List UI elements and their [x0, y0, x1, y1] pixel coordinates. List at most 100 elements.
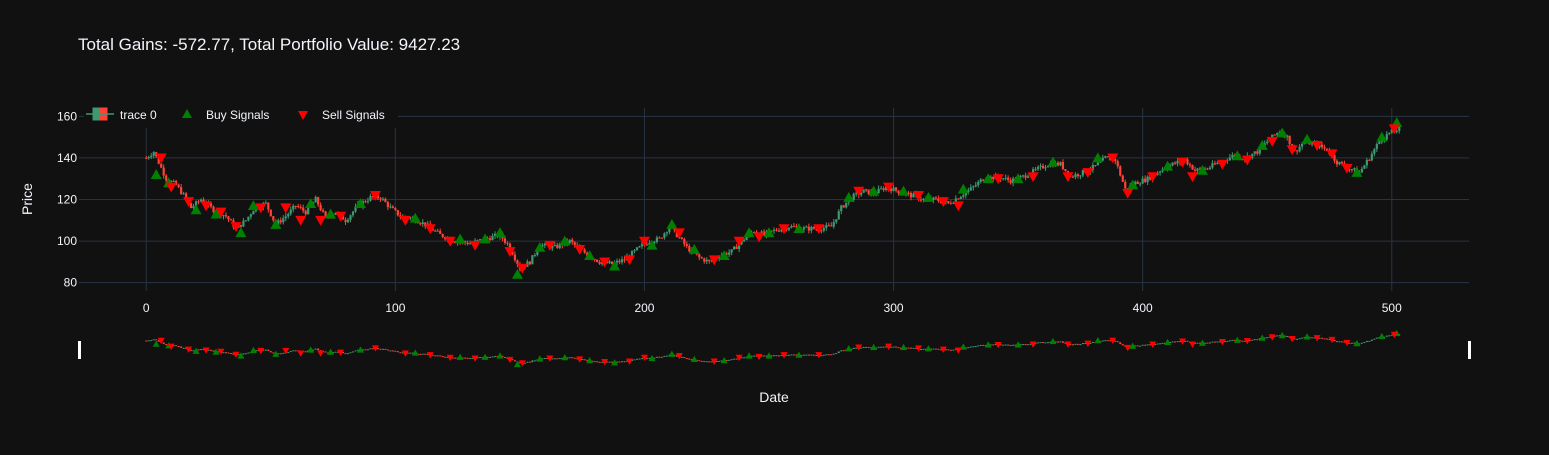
slider-sell-marker	[157, 337, 165, 344]
candle-body	[683, 238, 686, 245]
slider-candle	[409, 352, 412, 354]
candle-body	[531, 255, 534, 265]
slider-candle	[229, 353, 232, 355]
buy-signal-marker	[409, 212, 421, 223]
sell-signal-marker	[155, 153, 167, 164]
slider-candle	[1263, 337, 1266, 339]
buy-signal-marker	[454, 233, 466, 244]
range-slider-right-handle[interactable]	[1468, 341, 1471, 359]
candle-body	[992, 176, 995, 180]
candle-body	[222, 215, 225, 217]
candle-body	[658, 237, 661, 239]
candle-body	[1353, 168, 1356, 170]
candle-body	[319, 204, 322, 211]
slider-candle	[812, 354, 815, 356]
candle-body	[755, 232, 758, 234]
range-slider-left-handle[interactable]	[78, 341, 81, 359]
candle-body	[964, 192, 967, 196]
slider-candle	[200, 349, 203, 351]
sell-signal-marker	[369, 190, 381, 201]
slider-candle	[177, 345, 180, 347]
candle-body	[1139, 183, 1142, 185]
slider-candle	[1283, 335, 1286, 337]
candle-body	[1074, 174, 1077, 178]
slider-candle	[573, 357, 576, 359]
slider-candle	[571, 357, 574, 359]
slider-candle	[977, 345, 980, 347]
y-tick-label: 160	[57, 109, 77, 123]
slider-candle	[394, 350, 397, 352]
slider-candle	[703, 361, 706, 363]
slider-candle	[1044, 342, 1047, 344]
candle-body	[825, 225, 828, 228]
sell-signal-marker	[1341, 163, 1353, 174]
sell-signal-marker	[912, 190, 924, 201]
buy-signal-marker	[1162, 160, 1174, 171]
slider-candle	[513, 360, 516, 362]
candle-body	[688, 246, 691, 252]
candle-body	[287, 213, 290, 217]
candle-body	[969, 187, 972, 191]
slider-candle	[800, 355, 803, 357]
candle-body	[909, 192, 913, 198]
slider-candle	[1198, 342, 1201, 344]
slider-candle	[658, 356, 661, 358]
slider-candle	[379, 348, 382, 350]
candle-body	[735, 246, 738, 249]
candle-body	[620, 259, 624, 263]
buy-signal-marker	[982, 173, 994, 184]
slider-candle	[795, 354, 798, 356]
slider-buy-marker	[668, 350, 676, 357]
legend-label-sell[interactable]: Sell Signals	[322, 108, 385, 122]
slider-candle	[1223, 341, 1226, 343]
x-tick-label: 500	[1382, 301, 1402, 315]
candle-body	[1044, 167, 1047, 169]
slider-candle	[242, 353, 245, 355]
legend-label-trace0[interactable]: trace 0	[120, 108, 157, 122]
slider-candle	[820, 355, 823, 357]
range-slider[interactable]	[78, 329, 1471, 368]
slider-sell-marker	[954, 347, 962, 354]
slider-candle	[825, 354, 828, 356]
buy-signal-marker	[609, 260, 621, 271]
candle-body	[802, 227, 805, 230]
slider-buy-marker	[513, 360, 521, 368]
slider-candle	[1196, 342, 1199, 344]
slider-sell-marker	[546, 355, 554, 362]
slider-candle	[232, 353, 235, 355]
slider-candle	[645, 358, 648, 360]
candle-body	[1370, 153, 1373, 161]
slider-candle	[1308, 336, 1311, 338]
candle-body	[1059, 162, 1062, 166]
slider-candle	[526, 361, 529, 363]
slider-sell-marker	[257, 347, 265, 355]
slider-candle	[683, 357, 686, 359]
candle-body	[1206, 168, 1209, 170]
slider-candle	[1061, 341, 1064, 343]
candle-body	[1398, 126, 1401, 131]
slider-candle	[334, 351, 337, 353]
buy-signal-marker	[479, 233, 491, 244]
candle-body	[1338, 161, 1341, 165]
legend[interactable]: trace 0 Buy Signals Sell Signals	[84, 102, 398, 128]
slider-candle	[708, 361, 711, 363]
slider-candle	[267, 349, 270, 352]
slider-buy-marker	[1094, 337, 1102, 344]
candle-body	[1071, 176, 1075, 178]
candle-body	[1081, 170, 1084, 176]
slider-candle	[890, 346, 893, 348]
slider-candle	[867, 346, 870, 348]
slider-sell-marker	[855, 344, 863, 351]
candle-body	[249, 214, 252, 217]
slider-candle	[436, 355, 439, 357]
candle-body	[638, 246, 641, 248]
candle-body	[1136, 181, 1139, 184]
slider-candle	[337, 351, 340, 353]
buy-signal-marker	[354, 198, 366, 209]
slider-candle	[1169, 342, 1172, 344]
candle-body	[419, 223, 422, 225]
slider-candle	[523, 362, 526, 364]
sell-signal-marker	[1177, 157, 1189, 168]
legend-label-buy[interactable]: Buy Signals	[206, 108, 269, 122]
candle-body	[725, 253, 728, 255]
